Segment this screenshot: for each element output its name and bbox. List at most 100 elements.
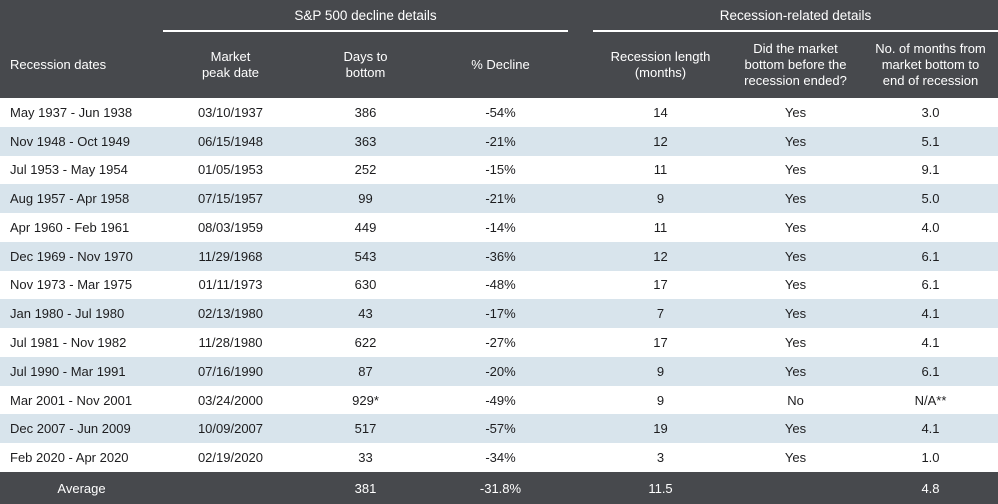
cell-bottom-before-end: Yes [784,133,807,149]
cell-months-from-bottom: 4.1 [921,421,940,437]
cell-days-to-bottom: 87 [358,363,373,379]
cell-days-to-bottom: 99 [358,191,373,207]
cell-percent-decline: -17% [485,306,516,322]
cell-recession-length: 11 [653,162,668,178]
cell-months-from-bottom: 6.1 [921,248,940,264]
cell-recession-length: 3 [656,450,665,466]
table-row: Mar 2001 - Nov 2001 03/24/2000 929* -49% 9 No… [0,385,998,415]
cell-months-from-bottom: 1.0 [921,450,940,466]
cell-market-peak-date: 02/19/2020 [197,450,264,466]
cell-recession-dates: Aug 1957 - Apr 1958 [10,191,130,207]
cell-market-peak-date: 07/16/1990 [197,363,264,379]
cell-market-peak-date: 01/11/1973 [198,277,263,293]
table-row: Dec 1969 - Nov 1970 11/29/1968 543 -36% 12 Ye… [0,241,998,271]
table-row: Jan 1980 - Jul 1980 02/13/1980 43 -17% 7 Yes 4… [0,299,998,329]
cell-days-to-bottom: 363 [354,133,377,149]
cell-recession-length: 17 [653,277,668,293]
column-header-recession-length: Recession length (months) [610,48,711,80]
cell-recession-length: 19 [653,421,668,437]
cell-recession-length: 12 [653,248,668,264]
cell-market-peak-date: 07/15/1957 [197,191,264,207]
cell-percent-decline: -14% [485,219,516,235]
cell-percent-decline: -20% [485,363,516,379]
table-row: Jul 1981 - Nov 1982 11/28/1980 622 -27% 17 Ye… [0,328,998,357]
cell-days-to-bottom: 630 [354,277,377,293]
table-body: May 1937 - Jun 1938 03/10/1937 386 -54% 14 Ye… [0,98,998,472]
cell-recession-length: 12 [653,133,668,149]
cell-months-from-bottom: 4.1 [921,335,940,350]
cell-bottom-before-end: Yes [784,277,807,293]
table-row: Jul 1990 - Mar 1991 07/16/1990 87 -20% 9 Yes 6… [0,356,998,386]
cell-months-from-bottom: 3.0 [921,104,940,120]
cell-market-peak-date: 11/28/1980 [198,335,263,350]
cell-recession-dates: Nov 1973 - Mar 1975 [10,277,133,293]
cell-days-to-bottom: 543 [354,248,377,264]
table-row: Aug 1957 - Apr 1958 07/15/1957 99 -21% 9 Yes 5… [0,184,998,214]
cell-recession-dates: Jan 1980 - Jul 1980 [10,306,125,322]
cell-market-peak-date: 10/09/2007 [197,421,264,437]
cell-recession-dates: Apr 1960 - Feb 1961 [10,219,130,235]
cell-days-to-bottom: 449 [354,219,377,235]
cell-recession-dates: Jul 1990 - Mar 1991 [10,363,126,379]
table-row: Nov 1948 - Oct 1949 06/15/1948 363 -21% 12 Ye… [0,126,998,156]
average-row: Average 381 -31.8% 11.5 4.8 [0,472,998,504]
table-row: Jul 1953 - May 1954 01/05/1953 252 -15% 11 Ye… [0,155,998,185]
cell-percent-decline: -21% [485,191,516,207]
cell-days-to-bottom: 33 [358,450,373,466]
cell-market-peak-date: 03/10/1937 [197,104,264,120]
cell-recession-dates: Jul 1953 - May 1954 [10,162,128,178]
cell-recession-length: 17 [653,335,668,350]
column-header-recession-dates: Recession dates [10,56,107,72]
cell-recession-length: 9 [656,363,665,379]
cell-bottom-before-end: Yes [784,219,807,235]
cell-percent-decline: -21% [485,133,516,149]
cell-percent-decline: -27% [485,335,516,350]
cell-recession-length: 7 [656,306,665,322]
cell-months-from-bottom: 6.1 [921,277,940,293]
cell-recession-dates: Jul 1981 - Nov 1982 [10,335,127,350]
cell-bottom-before-end: Yes [784,421,807,437]
cell-bottom-before-end: Yes [784,335,807,350]
cell-months-from-bottom: N/A** [914,392,947,408]
cell-bottom-before-end: Yes [784,162,807,178]
cell-bottom-before-end: No [787,392,804,408]
column-header-row: Recession dates Market peak date Days to… [0,32,998,98]
cell-recession-length: 9 [656,392,665,408]
cell-bottom-before-end: Yes [784,104,807,120]
cell-recession-dates: Dec 2007 - Jun 2009 [10,421,131,437]
group-header-gap [568,0,593,32]
group-header-sp500: S&P 500 decline details [163,0,568,32]
cell-recession-length: 9 [656,191,665,207]
average-percent-decline: -31.8% [479,480,522,496]
cell-recession-length: 11 [653,219,668,235]
cell-days-to-bottom: 386 [354,104,377,120]
table-row: Apr 1960 - Feb 1961 08/03/1959 449 -14% 11 Ye… [0,213,998,242]
cell-market-peak-date: 01/05/1953 [197,162,264,178]
cell-market-peak-date: 03/24/2000 [197,392,264,408]
cell-market-peak-date: 11/29/1968 [198,248,263,264]
cell-recession-length: 14 [653,104,668,120]
cell-months-from-bottom: 5.0 [921,191,940,207]
cell-bottom-before-end: Yes [784,450,807,466]
table-row: May 1937 - Jun 1938 03/10/1937 386 -54% 14 Ye… [0,98,998,127]
average-months-from-bottom: 4.8 [921,480,940,496]
cell-bottom-before-end: Yes [784,306,807,322]
table-header: S&P 500 decline details Recession-relate… [0,0,998,98]
cell-months-from-bottom: 6.1 [921,363,940,379]
table-row: Nov 1973 - Mar 1975 01/11/1973 630 -48% 17 Ye… [0,270,998,300]
cell-percent-decline: -57% [485,421,516,437]
group-header-recession: Recession-related details [593,0,998,32]
cell-recession-dates: May 1937 - Jun 1938 [10,104,133,120]
average-recession-length: 11.5 [648,480,673,496]
cell-recession-dates: Dec 1969 - Nov 1970 [10,248,133,264]
column-header-months-from-bottom: No. of months from market bottom to end … [875,40,986,89]
cell-percent-decline: -36% [485,248,516,264]
cell-market-peak-date: 06/15/1948 [197,133,264,149]
cell-days-to-bottom: 517 [354,421,377,437]
cell-percent-decline: -15% [485,162,516,178]
column-header-market-peak-date: Market peak date [201,48,260,80]
cell-bottom-before-end: Yes [784,363,807,379]
cell-months-from-bottom: 4.0 [921,219,940,235]
cell-percent-decline: -49% [485,392,516,408]
